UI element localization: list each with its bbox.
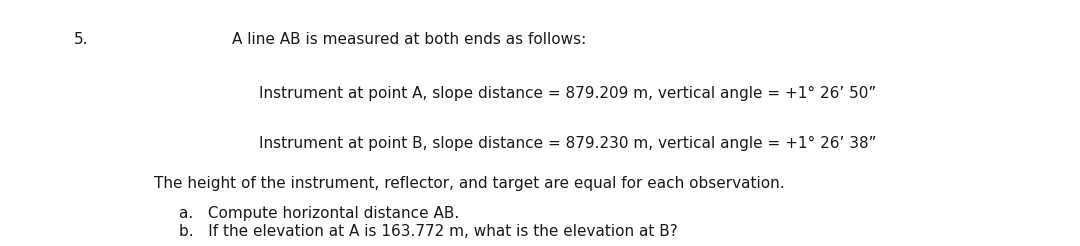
Text: a.   Compute horizontal distance AB.: a. Compute horizontal distance AB. — [179, 206, 459, 221]
Text: 5.: 5. — [73, 32, 87, 47]
Text: Instrument at point A, slope distance = 879.209 m, vertical angle = +1° 26’ 50”: Instrument at point A, slope distance = … — [259, 86, 877, 101]
Text: b.   If the elevation at A is 163.772 m, what is the elevation at B?: b. If the elevation at A is 163.772 m, w… — [179, 224, 678, 239]
Text: A line AB is measured at both ends as follows:: A line AB is measured at both ends as fo… — [232, 32, 586, 47]
Text: Instrument at point B, slope distance = 879.230 m, vertical angle = +1° 26’ 38”: Instrument at point B, slope distance = … — [259, 136, 877, 151]
Text: The height of the instrument, reflector, and target are equal for each observati: The height of the instrument, reflector,… — [154, 176, 785, 191]
